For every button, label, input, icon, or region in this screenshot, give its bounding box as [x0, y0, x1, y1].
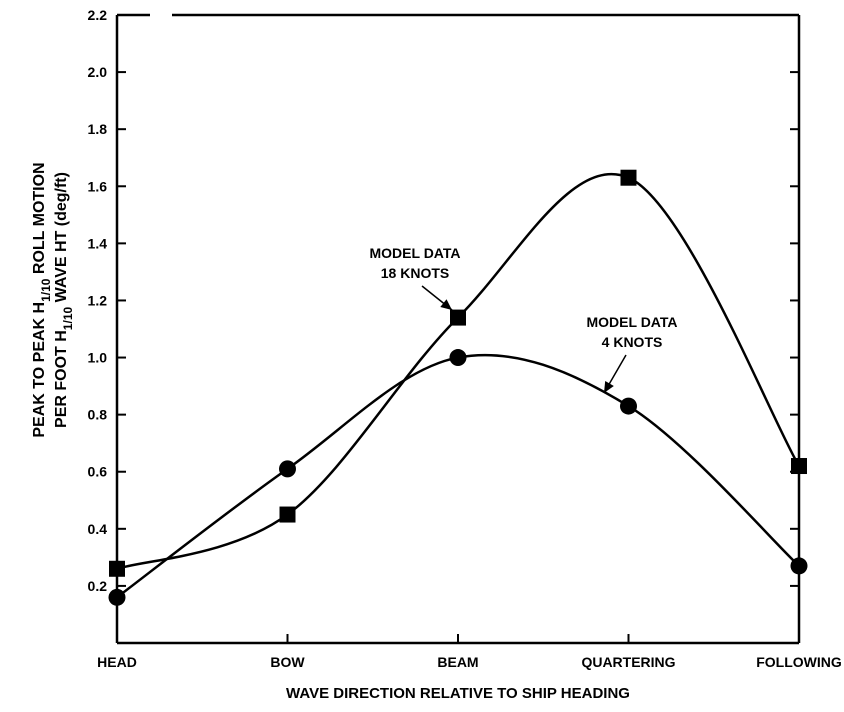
data-point-circle	[449, 349, 467, 367]
annotation-label: 18 KNOTS	[381, 265, 449, 281]
data-point-square	[620, 169, 637, 186]
data-point-circle	[790, 557, 808, 575]
y-axis-ticks: 0.2 0.4 0.6 0.8 1.0 1.2 1.4 1.6 1.8 2.0 2.2	[88, 7, 799, 594]
annotation-label: 4 KNOTS	[602, 334, 663, 350]
y-tick-label: 1.0	[88, 350, 108, 366]
data-point-square	[279, 506, 296, 523]
y-tick-label: 2.2	[88, 7, 108, 23]
y-tick-label: 2.0	[88, 64, 108, 80]
series-layer	[108, 169, 808, 606]
x-axis-title: WAVE DIRECTION RELATIVE TO SHIP HEADING	[286, 685, 630, 702]
x-tick-label: FOLLOWING	[756, 654, 842, 670]
annotation-arrow-head	[604, 380, 614, 393]
y-tick-label: 1.4	[88, 235, 108, 251]
annotation-label: MODEL DATA	[370, 245, 461, 261]
x-tick-label: BOW	[270, 654, 305, 670]
series-line-2	[116, 353, 800, 599]
annotation-arrow-head	[440, 299, 452, 310]
y-tick-label: 1.2	[88, 292, 108, 308]
x-axis-ticks: HEAD BOW BEAM QUARTERING FOLLOWING	[97, 634, 842, 670]
y-tick-label: 1.8	[88, 121, 108, 137]
annotation-label: MODEL DATA	[587, 314, 678, 330]
y-axis-title-line-2: PER FOOT H1/10 WAVE HT (deg/ft)	[53, 172, 75, 428]
data-point-circle	[279, 460, 296, 478]
x-tick-label: BEAM	[437, 654, 478, 670]
x-tick-label: HEAD	[97, 654, 137, 670]
y-tick-label: 0.2	[88, 578, 108, 594]
annotations: MODEL DATA 18 KNOTS MODEL DATA 4 KNOTS	[370, 245, 678, 394]
y-tick-label: 0.6	[88, 464, 108, 480]
y-tick-label: 0.8	[88, 407, 108, 423]
data-point-circle	[620, 397, 637, 415]
data-point-square	[109, 560, 125, 577]
data-point-square	[791, 458, 807, 475]
y-tick-label: 0.4	[88, 521, 108, 537]
x-tick-label: QUARTERING	[581, 654, 675, 670]
series-line-1	[116, 172, 801, 570]
data-point-circle	[108, 588, 126, 606]
y-tick-label: 1.6	[88, 178, 108, 194]
axes	[115, 13, 801, 645]
y-axis-title-line-1: PEAK TO PEAK H1/10 ROLL MOTION	[31, 162, 53, 437]
data-point-square	[450, 309, 466, 326]
